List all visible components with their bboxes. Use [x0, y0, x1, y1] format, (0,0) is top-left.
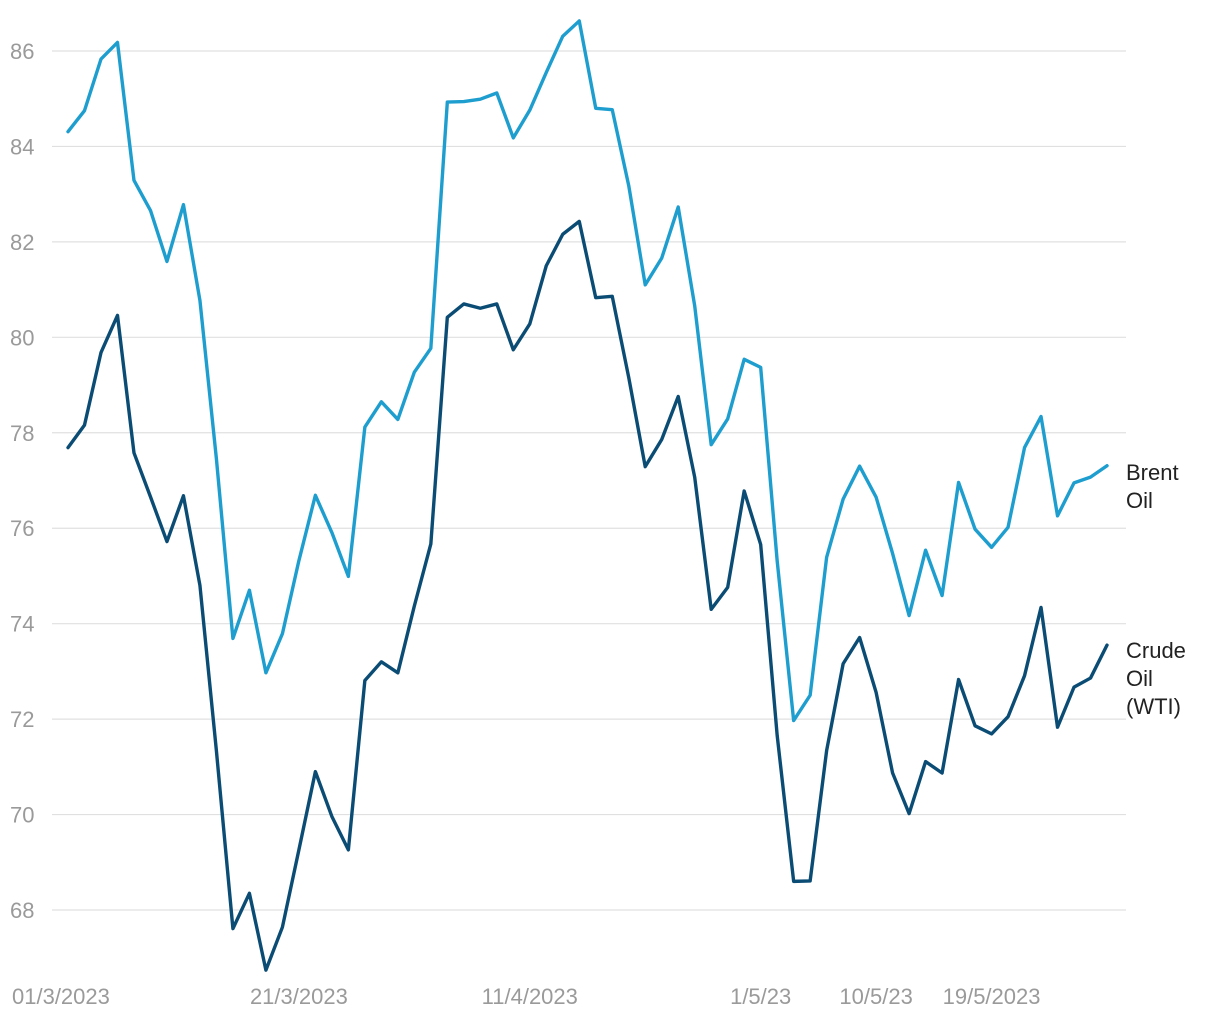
series-line-crude-oil-wti: [66, 219, 1109, 972]
legend-wti-line2: Oil: [1126, 666, 1153, 691]
y-tick-label-82: 82: [10, 230, 34, 255]
legend-wti-line3: (WTI): [1126, 694, 1181, 719]
y-tick-label-74: 74: [10, 612, 34, 637]
y-tick-label-68: 68: [10, 898, 34, 923]
x-tick-label-4: 10/5/23: [839, 984, 912, 1009]
x-tick-label-0: 01/3/2023: [12, 984, 110, 1009]
y-tick-label-84: 84: [10, 134, 34, 159]
x-tick-label-5: 19/5/2023: [943, 984, 1041, 1009]
legend-wti-line1: Crude: [1126, 638, 1186, 663]
legend-brent-oil-line1: Brent: [1126, 460, 1179, 485]
x-tick-label-3: 1/5/23: [730, 984, 791, 1009]
series-line-brent-oil: [66, 19, 1109, 723]
x-tick-label-2: 11/4/2023: [482, 984, 578, 1009]
legend-brent-oil: Brent Oil: [1126, 460, 1179, 513]
gridlines: [52, 50, 1126, 911]
series-lines: [66, 19, 1109, 972]
y-tick-label-78: 78: [10, 421, 34, 446]
y-tick-label-76: 76: [10, 516, 34, 541]
legend-crude-oil-wti: Crude Oil (WTI): [1126, 638, 1186, 719]
y-axis-tick-labels: 68 70 72 74 76 78 80 82 84 86: [10, 39, 34, 923]
legend-brent-oil-line2: Oil: [1126, 488, 1153, 513]
y-tick-label-86: 86: [10, 39, 34, 64]
y-tick-label-70: 70: [10, 803, 34, 828]
y-tick-label-80: 80: [10, 325, 34, 350]
y-tick-label-72: 72: [10, 707, 34, 732]
x-tick-label-1: 21/3/2023: [250, 984, 348, 1009]
x-axis-tick-labels: 01/3/2023 21/3/2023 11/4/2023 1/5/23 10/5/23…: [12, 984, 1040, 1009]
